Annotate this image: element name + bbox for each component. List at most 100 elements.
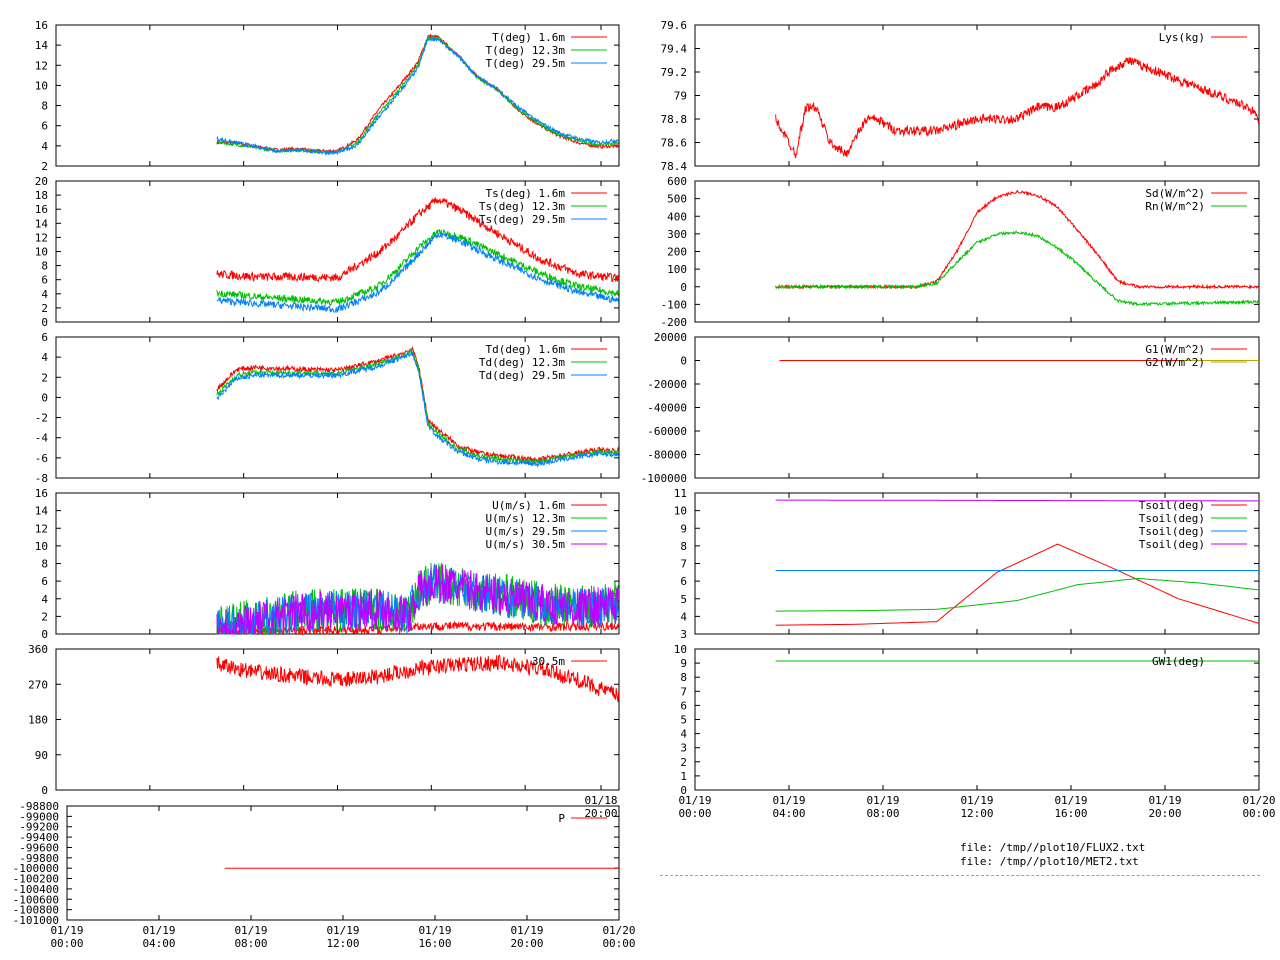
y-tick-label: 0 — [680, 355, 687, 368]
plot-frame — [694, 648, 1260, 791]
y-tick-label: -100600 — [13, 893, 59, 906]
plot-frame — [55, 648, 620, 791]
x-tick-label-time: 08:00 — [866, 807, 899, 820]
x-tick-label-time: 20:00 — [584, 807, 617, 820]
x-tick-label-date: 01/19 — [142, 924, 175, 937]
x-tick-label-time: 12:00 — [326, 937, 359, 950]
legend-label: T(deg) 12.3m — [486, 44, 566, 57]
x-tick-label-date: 01/19 — [418, 924, 451, 937]
y-tick-label: 4 — [41, 593, 48, 606]
x-tick-label-date: 01/19 — [50, 924, 83, 937]
y-tick-label: 4 — [680, 728, 687, 741]
y-tick-label: 6 — [680, 699, 687, 712]
y-tick-label: -100200 — [13, 873, 59, 886]
series-line-1 — [775, 577, 1260, 612]
x-tick-label-date: 01/19 — [1054, 794, 1087, 807]
y-tick-label: -100000 — [13, 862, 59, 875]
y-tick-label: 79.2 — [661, 66, 688, 79]
x-tick-label-date: 01/20 — [602, 924, 635, 937]
chart-P: -101000-100800-100600-100400-100200-1000… — [13, 800, 636, 950]
legend-label: Ts(deg) 1.6m — [486, 187, 566, 200]
legend-label: Td(deg) 1.6m — [486, 343, 566, 356]
x-tick-label-date: 01/19 — [510, 924, 543, 937]
y-tick-label: 14 — [35, 505, 49, 518]
y-tick-label: 8 — [680, 671, 687, 684]
series-line-0 — [775, 56, 1260, 159]
y-tick-label: 0 — [41, 316, 48, 329]
y-tick-label: -8 — [35, 472, 48, 485]
y-tick-label: -200 — [661, 316, 688, 329]
y-tick-label: -100000 — [641, 472, 687, 485]
x-tick-label-time: 16:00 — [1054, 807, 1087, 820]
y-tick-label: 16 — [35, 487, 48, 500]
chart-GW: 01234567891001/1820:0001/1900:0001/1904:… — [584, 643, 1275, 820]
y-tick-label: 16 — [35, 203, 48, 216]
x-tick-label-time: 00:00 — [1242, 807, 1275, 820]
x-tick-label-date: 01/18 — [584, 794, 617, 807]
file-info: file: /tmp//plot10/FLUX2.txt file: /tmp//… — [960, 841, 1145, 869]
y-tick-label: -100400 — [13, 883, 59, 896]
y-tick-label: 5 — [680, 714, 687, 727]
y-tick-label: 400 — [667, 210, 687, 223]
y-tick-label: 300 — [667, 228, 687, 241]
y-tick-label: 0 — [41, 391, 48, 404]
y-tick-label: 6 — [41, 120, 48, 133]
y-tick-label: 14 — [35, 39, 49, 52]
y-tick-label: 3 — [680, 742, 687, 755]
y-tick-label: -99400 — [19, 831, 59, 844]
y-tick-label: -99800 — [19, 852, 59, 865]
legend-label: Ts(deg) 29.5m — [479, 213, 565, 226]
y-tick-label: 8 — [41, 100, 48, 113]
legend-label: Ts(deg) 12.3m — [479, 200, 565, 213]
x-tick-label-date: 01/19 — [326, 924, 359, 937]
y-tick-label: 2 — [41, 610, 48, 623]
legend-label: Tsoil(deg) — [1139, 538, 1205, 551]
y-tick-label: 4 — [680, 610, 687, 623]
y-tick-label: 2 — [41, 302, 48, 315]
y-tick-label: 10 — [674, 505, 687, 518]
plot-frame — [66, 805, 620, 921]
y-tick-label: 79.4 — [661, 43, 688, 56]
y-tick-label: 8 — [41, 260, 48, 273]
y-tick-label: 4 — [41, 140, 48, 153]
y-tick-label: 6 — [41, 331, 48, 344]
legend-label: Tsoil(deg) — [1139, 512, 1205, 525]
y-tick-label: 100 — [667, 263, 687, 276]
x-tick-label-time: 12:00 — [960, 807, 993, 820]
y-tick-label: 14 — [35, 217, 49, 230]
x-tick-label-date: 01/19 — [234, 924, 267, 937]
y-tick-label: 7 — [680, 558, 687, 571]
y-tick-label: 1 — [680, 770, 687, 783]
y-tick-label: 78.6 — [661, 137, 688, 150]
y-tick-label: 90 — [35, 749, 48, 762]
y-tick-label: 7 — [680, 685, 687, 698]
y-tick-label: 4 — [41, 288, 48, 301]
y-tick-label: -60000 — [647, 425, 687, 438]
series-line-0 — [216, 197, 620, 283]
series-line-1 — [775, 230, 1260, 307]
y-tick-label: -98800 — [19, 800, 59, 813]
legend-label: G1(W/m^2) — [1145, 343, 1205, 356]
y-tick-label: 78.8 — [661, 113, 688, 126]
y-tick-label: 2 — [680, 756, 687, 769]
y-tick-label: -99200 — [19, 821, 59, 834]
y-tick-label: 78.4 — [661, 160, 688, 173]
y-tick-label: -40000 — [647, 402, 687, 415]
x-tick-label-time: 20:00 — [1148, 807, 1181, 820]
y-tick-label: 6 — [41, 274, 48, 287]
x-tick-label-date: 01/19 — [678, 794, 711, 807]
series-line-0 — [775, 543, 1260, 626]
legend-label: U(m/s) 30.5m — [486, 538, 566, 551]
y-tick-label: 12 — [35, 59, 48, 72]
y-tick-label: 10 — [35, 79, 48, 92]
y-tick-label: 5 — [680, 593, 687, 606]
legend-label: Sd(W/m^2) — [1145, 187, 1205, 200]
y-tick-label: 20000 — [654, 331, 687, 344]
x-tick-label-time: 00:00 — [678, 807, 711, 820]
y-tick-label: -6 — [35, 452, 48, 465]
y-tick-label: -80000 — [647, 449, 687, 462]
x-tick-label-date: 01/20 — [1242, 794, 1275, 807]
series-line-1 — [216, 349, 619, 465]
x-tick-label-time: 16:00 — [418, 937, 451, 950]
